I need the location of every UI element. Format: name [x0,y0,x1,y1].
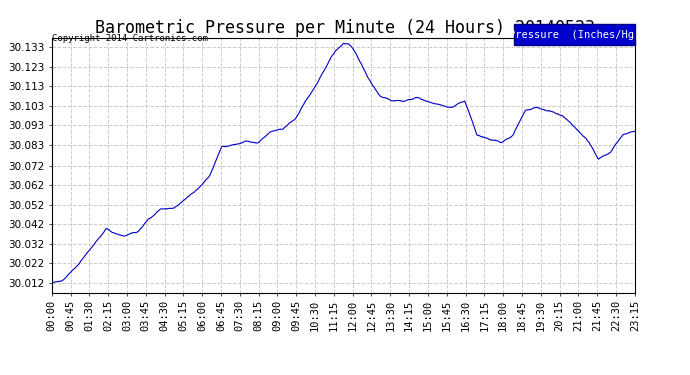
Text: Copyright 2014 Cartronics.com: Copyright 2014 Cartronics.com [52,34,208,43]
Text: Barometric Pressure per Minute (24 Hours) 20140523: Barometric Pressure per Minute (24 Hours… [95,19,595,37]
Text: Pressure  (Inches/Hg): Pressure (Inches/Hg) [509,30,640,40]
